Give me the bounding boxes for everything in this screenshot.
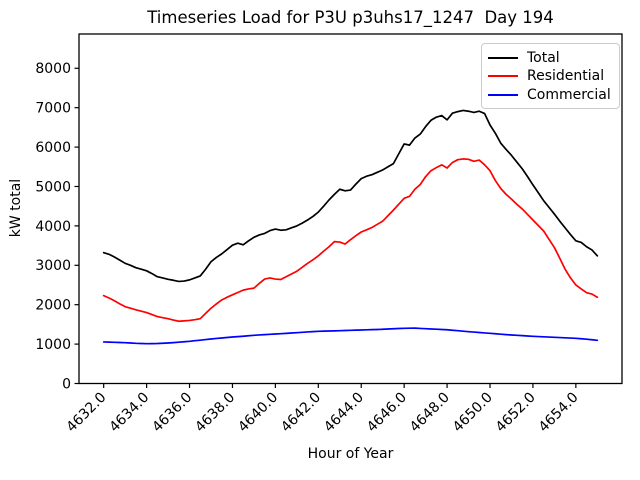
x-tick-label: 4636.0 [149,390,195,436]
y-tick-label: 5000 [35,179,71,195]
legend-entry-residential: Residential [488,69,611,83]
legend-line-sample-residential [488,75,518,77]
x-tick-label: 4638.0 [192,390,238,436]
y-tick-label: 3000 [35,258,71,274]
x-tick-label: 4652.0 [493,390,539,436]
x-tick-label: 4632.0 [64,390,110,436]
y-tick-label: 7000 [35,101,71,117]
legend-label: Commercial [527,86,611,103]
legend-line-sample-total [488,56,518,59]
axis-ticks [74,67,577,388]
x-tick-label: 4654.0 [536,390,582,436]
chart-title: Timeseries Load for P3U p3uhs17_1247 Day… [147,8,554,27]
legend-entry-total: Total [488,51,611,65]
x-tick-label: 4650.0 [450,390,496,436]
legend-entry-commercial: Commercial [488,88,611,102]
legend-label: Total [527,49,560,66]
y-tick-label: 2000 [35,298,71,314]
series-line-total [102,109,599,283]
series-line-residential [102,158,599,323]
series-lines [102,109,599,345]
y-tick-label: 0 [62,376,71,392]
x-tick-label: 4644.0 [321,390,367,436]
y-tick-label: 6000 [35,140,71,156]
y-tick-label: 4000 [35,219,71,235]
y-axis-label: kW total [8,178,24,238]
axes-spines [78,33,623,385]
x-tick-label: 4634.0 [106,390,152,436]
x-tick-label: 4642.0 [278,390,324,436]
plot-border [78,33,623,385]
x-tick-label: 4646.0 [364,390,410,436]
legend-line-sample-commercial [488,93,518,96]
x-tick-label: 4640.0 [235,390,281,436]
x-axis-label: Hour of Year [307,446,394,462]
legend: Total Residential Commercial [481,43,620,109]
axis-tick-labels: 4632.04634.04636.04638.04640.04642.04644… [35,61,581,435]
series-line-commercial [102,327,599,345]
y-tick-label: 1000 [35,337,71,353]
legend-label: Residential [527,68,605,84]
y-tick-label: 8000 [35,61,71,77]
x-tick-label: 4648.0 [407,390,453,436]
